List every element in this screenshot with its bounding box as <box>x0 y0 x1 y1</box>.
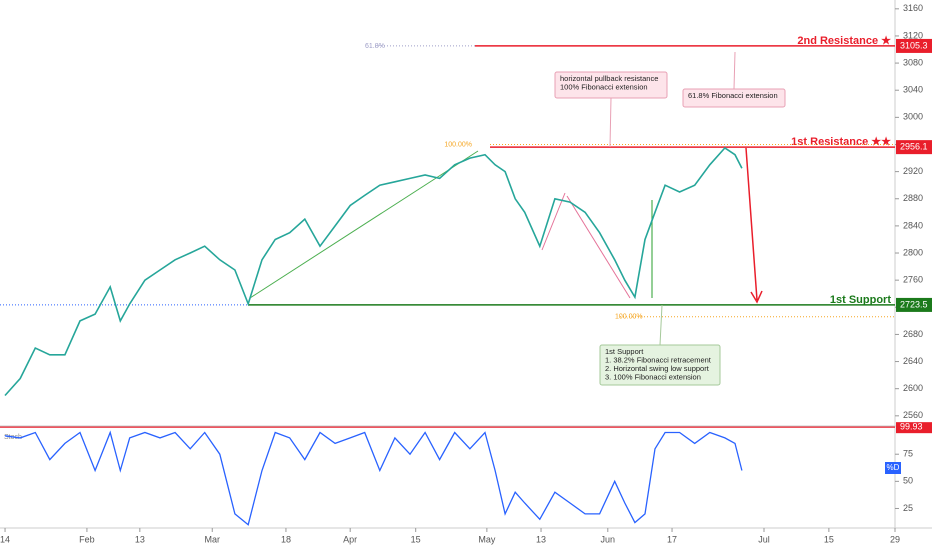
callout-box <box>682 88 786 108</box>
stoch-badge <box>896 422 932 434</box>
y-tick-label: 2920 <box>903 166 923 176</box>
x-tick-label: 15 <box>824 534 834 544</box>
fib-label: 61.8% <box>365 43 385 50</box>
x-tick-label: Apr <box>343 534 357 544</box>
callout-text: 1st Support <box>605 347 644 356</box>
x-tick-label: 18 <box>281 534 291 544</box>
x-tick-label: 14 <box>0 534 10 544</box>
trend-arrow <box>541 192 566 251</box>
x-tick-label: 29 <box>890 534 900 544</box>
callout-box <box>554 71 668 99</box>
price-badge-label: 2956.1 <box>900 142 928 152</box>
target-arrow <box>745 147 763 304</box>
y-tick-label: 3040 <box>903 85 923 95</box>
x-tick-label: 15 <box>411 534 421 544</box>
y-tick-label: 2560 <box>903 410 923 420</box>
y-tick-label: 2800 <box>903 247 923 257</box>
level-name: 1st Resistance ★★ <box>791 136 891 148</box>
legend-label: %D <box>887 463 900 472</box>
callout-text: 61.8% Fibonacci extension <box>688 91 778 100</box>
price-badge-label: 3105.3 <box>900 40 928 50</box>
x-tick-label: Feb <box>79 534 95 544</box>
y-tick-label: 3080 <box>903 57 923 67</box>
y-tick-label: 2760 <box>903 275 923 285</box>
legend-badge <box>885 462 901 474</box>
y-tick-label: 3160 <box>903 3 923 13</box>
level-name: 2nd Resistance ★ <box>797 35 891 47</box>
callout-text: horizontal pullback resistance <box>560 74 658 83</box>
x-tick-label: 13 <box>135 534 145 544</box>
callout-text: 100% Fibonacci extension <box>560 82 648 91</box>
x-tick-label: 17 <box>667 534 677 544</box>
price-badge-label: 2723.5 <box>900 299 928 309</box>
price-badge <box>896 297 932 312</box>
y-tick-label: 75 <box>903 449 913 459</box>
y-tick-label: 3000 <box>903 112 923 122</box>
callout-text: 1. 38.2% Fibonacci retracement <box>605 355 712 364</box>
callout-pointer <box>659 304 663 346</box>
trend-arrow <box>566 195 631 299</box>
x-tick-label: May <box>478 534 496 544</box>
price-badge <box>896 38 932 53</box>
fib-label: 100.00% <box>444 141 472 148</box>
x-tick-label: Mar <box>205 534 221 544</box>
series-line <box>4 430 743 526</box>
y-tick-label: 2600 <box>903 383 923 393</box>
x-tick-label: 13 <box>536 534 546 544</box>
y-tick-label: 3120 <box>903 30 923 40</box>
x-tick-label: Jul <box>758 534 770 544</box>
y-tick-label: 50 <box>903 476 913 486</box>
y-tick-label: 2880 <box>903 193 923 203</box>
y-tick-label: 2680 <box>903 329 923 339</box>
callout-text: 2. Horizontal swing low support <box>605 364 710 373</box>
fib-label: 100.00% <box>615 314 643 321</box>
series-line <box>4 146 743 397</box>
callout-pointer <box>733 51 736 90</box>
level-name: 1st Support <box>830 294 891 306</box>
x-tick-label: Jun <box>601 534 616 544</box>
stoch-badge-label: 99.93 <box>900 422 923 432</box>
trend-arrow <box>249 150 479 299</box>
callout-pointer <box>609 97 612 148</box>
callout-text: 3. 100% Fibonacci extension <box>605 372 701 381</box>
y-tick-label: 2840 <box>903 220 923 230</box>
callout-box <box>599 344 721 386</box>
y-tick-label: 25 <box>903 503 913 513</box>
price-badge <box>896 140 932 155</box>
y-tick-label: 2640 <box>903 356 923 366</box>
